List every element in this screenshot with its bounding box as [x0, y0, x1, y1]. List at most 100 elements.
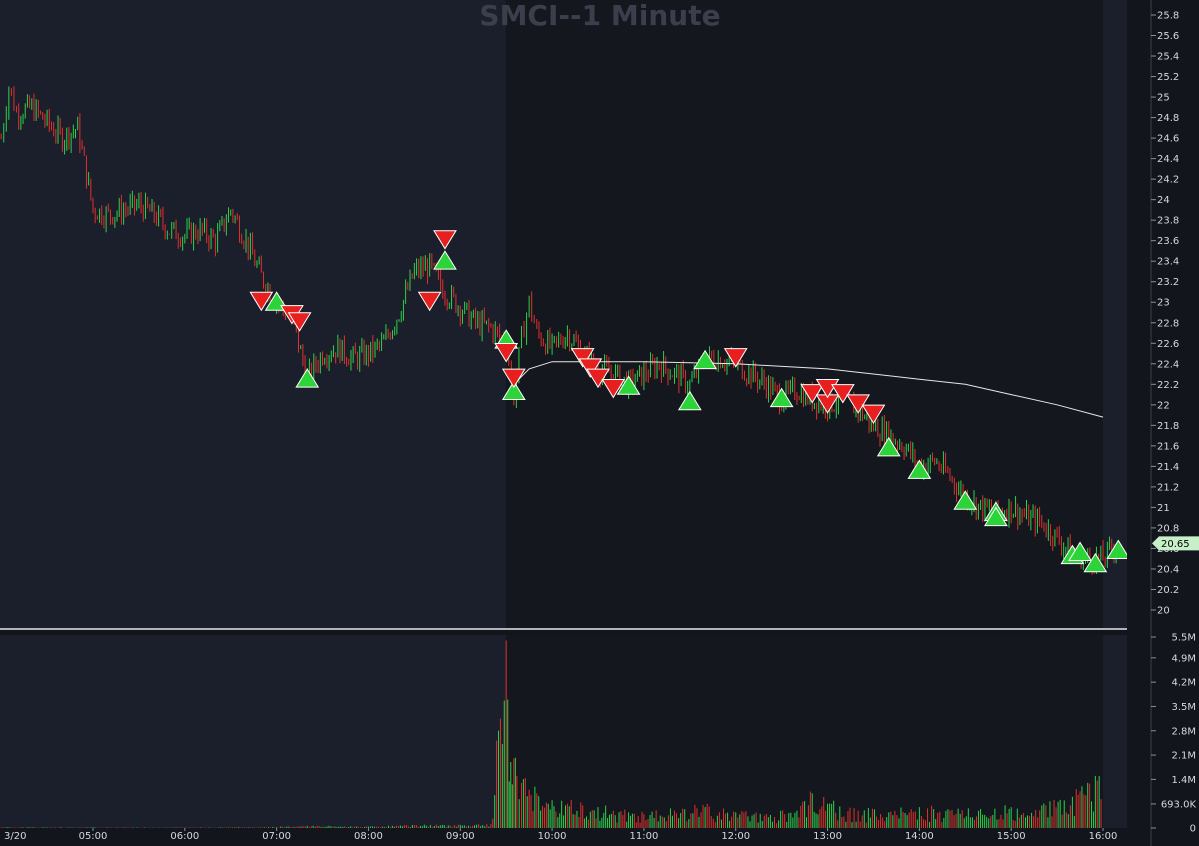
sell-signal-marker [578, 358, 603, 378]
y-tick-label: 20 [1157, 606, 1170, 617]
vol-tick-label: 5.5M [1171, 633, 1196, 644]
sell-signal-marker [830, 384, 855, 404]
y-tick-label: 24.2 [1157, 175, 1179, 186]
vol-premarket-shading [0, 635, 507, 828]
y-tick-label: 21.6 [1157, 441, 1179, 452]
ma-line [513, 361, 1104, 418]
x-tick-label: 07:00 [262, 831, 291, 842]
last-price-tag [1152, 536, 1199, 551]
last-price-label: 20.65 [1161, 539, 1190, 550]
vol-tick-label: 0 [1190, 824, 1196, 835]
y-tick-label: 25.6 [1157, 31, 1179, 42]
sell-signal-marker [586, 368, 610, 389]
y-tick-label: 23.8 [1157, 216, 1179, 227]
sell-signal-marker [815, 378, 840, 399]
y-tick-label: 21 [1157, 503, 1170, 514]
afterhours-shading [1103, 0, 1127, 628]
vol-tick-label: 1.4M [1171, 775, 1196, 786]
vol-tick-label: 2.1M [1171, 751, 1196, 762]
buy-signal-marker [1068, 541, 1092, 561]
x-tick-label: 13:00 [813, 831, 842, 842]
sell-signal-marker [287, 312, 312, 332]
regular-session-area [506, 0, 1103, 628]
chart-title: SMCI--1 Minute [479, 0, 720, 32]
y-tick-label: 25 [1157, 93, 1170, 104]
vol-tick-label: 4.2M [1171, 678, 1196, 689]
y-tick-label: 23 [1157, 298, 1170, 309]
buy-signal-marker [983, 506, 1008, 527]
buy-signal-marker [677, 390, 702, 411]
sell-signal-marker [494, 343, 519, 363]
background-layer [0, 0, 1199, 828]
date-label: 3/20 [4, 831, 26, 842]
x-tick-label: 09:00 [446, 831, 475, 842]
sell-signal-marker [501, 368, 526, 389]
y-tick-label: 25.8 [1157, 11, 1179, 22]
sell-signal-marker [570, 348, 595, 368]
buy-signal-marker [876, 436, 901, 457]
vol-tick-label: 693.0K [1161, 799, 1197, 810]
y-tick-label: 24.6 [1157, 134, 1179, 145]
axis-gutter [1127, 0, 1199, 846]
sell-signal-marker [601, 378, 626, 399]
y-tick-label: 24 [1157, 195, 1170, 206]
y-tick-label: 20.2 [1157, 585, 1179, 596]
sell-signal-marker [800, 384, 825, 404]
y-tick-label: 23.6 [1157, 236, 1179, 247]
vol-tick-label: 2.8M [1171, 726, 1196, 737]
y-tick-label: 24.4 [1157, 154, 1179, 165]
y-tick-label: 22.8 [1157, 318, 1179, 329]
buy-signal-marker [616, 375, 641, 395]
y-tick-label: 25.4 [1157, 52, 1179, 63]
sell-signal-marker [846, 394, 871, 414]
x-axis-band [0, 828, 1127, 846]
y-tick-label: 20.4 [1157, 564, 1179, 575]
y-tick-label: 24.8 [1157, 113, 1179, 124]
vol-regular-area [506, 635, 1103, 828]
x-tick-label: 16:00 [1089, 831, 1118, 842]
buy-signal-marker [501, 380, 526, 400]
y-tick-label: 25.2 [1157, 72, 1179, 83]
moving-average-line [513, 361, 1104, 418]
y-tick-label: 23.4 [1157, 257, 1179, 268]
y-tick-label: 21.8 [1157, 421, 1179, 432]
vol-tick-label: 4.9M [1171, 653, 1196, 664]
signal-markers [249, 230, 1131, 573]
x-tick-label: 06:00 [170, 831, 199, 842]
buy-signal-marker [693, 349, 718, 370]
buy-signal-marker [295, 368, 320, 388]
buy-signal-marker [907, 459, 932, 479]
x-tick-label: 10:00 [538, 831, 567, 842]
y-tick-label: 20.8 [1157, 523, 1179, 534]
buy-signal-marker [953, 490, 978, 510]
price-candles [0, 86, 1117, 575]
x-tick-label: 12:00 [721, 831, 750, 842]
sell-signal-marker [417, 291, 442, 312]
buy-signal-marker [769, 387, 794, 408]
x-tick-label: 14:00 [905, 831, 934, 842]
x-tick-label: 05:00 [79, 831, 108, 842]
y-tick-label: 21.2 [1157, 482, 1179, 493]
y-tick-label: 22.6 [1157, 339, 1179, 350]
x-tick-label: 11:00 [629, 831, 658, 842]
y-tick-label: 21.4 [1157, 462, 1179, 473]
sell-signal-marker [861, 404, 886, 425]
vol-afterhours-shading [1103, 635, 1127, 828]
x-tick-label: 08:00 [354, 831, 383, 842]
buy-signal-marker [433, 250, 457, 270]
buy-signal-marker [1083, 552, 1108, 573]
volume-bars [0, 640, 1102, 828]
y-tick-label: 22.4 [1157, 359, 1179, 370]
x-tick-label: 15:00 [997, 831, 1026, 842]
y-tick-label: 22.2 [1157, 380, 1179, 391]
y-tick-label: 23.2 [1157, 277, 1179, 288]
vol-tick-label: 3.5M [1171, 702, 1196, 713]
premarket-shading [0, 0, 507, 628]
sell-signal-marker [249, 291, 274, 312]
sell-signal-marker [433, 230, 457, 250]
y-tick-label: 22 [1157, 400, 1170, 411]
buy-signal-marker [1106, 539, 1131, 559]
